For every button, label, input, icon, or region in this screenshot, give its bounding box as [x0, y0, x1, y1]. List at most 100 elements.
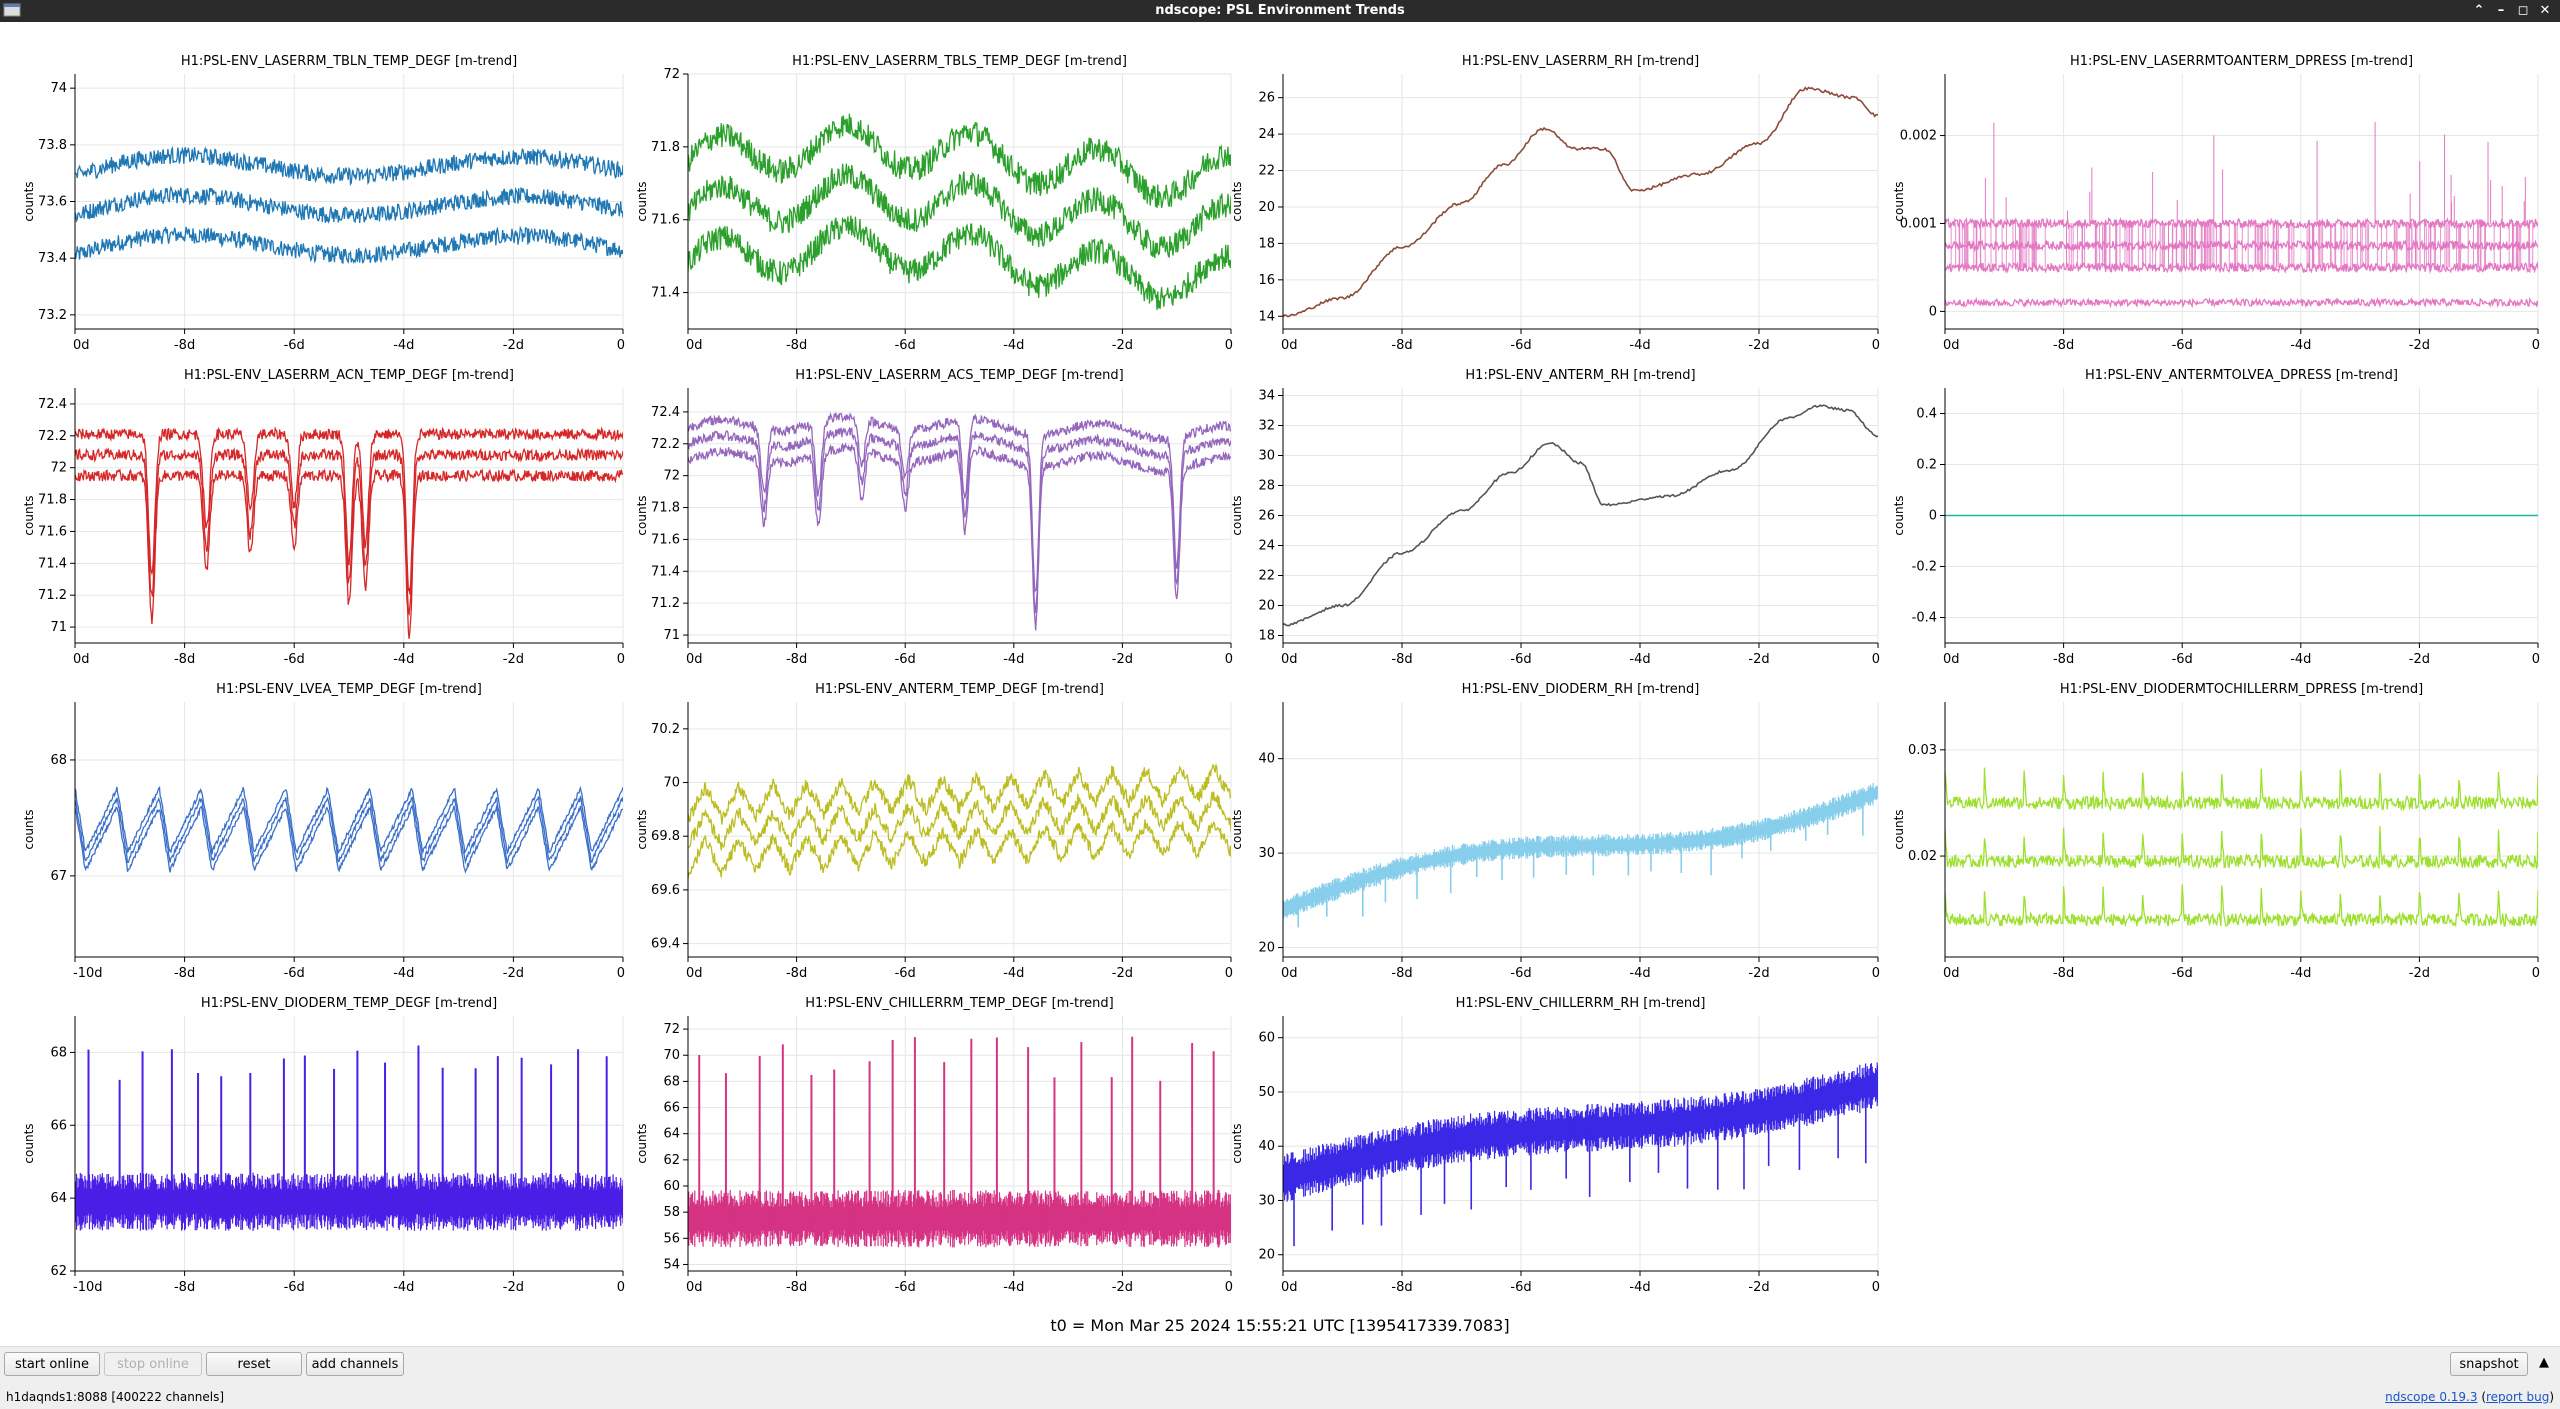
- y-tick-label: 71.4: [651, 286, 680, 301]
- x-tick-label: -6d: [1510, 338, 1531, 353]
- y-tick-label: 0: [1929, 509, 1937, 524]
- report-bug-link[interactable]: report bug: [2486, 1390, 2550, 1404]
- x-tick-label: 0d: [686, 966, 703, 981]
- plot-panel[interactable]: H1:PSL-ENV_LASERRM_RH [m-trend] counts 14 1…: [1230, 54, 1880, 353]
- plot-title: H1:PSL-ENV_DIODERMTOCHILLERRM_DPRESS [m-…: [2060, 682, 2423, 697]
- y-tick-label: 0.03: [1908, 743, 1937, 758]
- x-tick-label: -4d: [393, 1280, 414, 1295]
- plot-panel[interactable]: H1:PSL-ENV_LVEA_TEMP_DEGF [m-trend] count…: [22, 682, 625, 981]
- x-tick-label: -10d: [73, 1280, 103, 1295]
- minimize-icon[interactable]: –: [2497, 3, 2505, 18]
- plot-panel[interactable]: H1:PSL-ENV_DIODERM_RH [m-trend] counts 20 3…: [1230, 682, 1880, 981]
- plot-canvas[interactable]: H1:PSL-ENV_LASERRM_TBLN_TEMP_DEGF [m-tre…: [0, 22, 2560, 1322]
- plot-series: [1945, 121, 2538, 309]
- version-link[interactable]: ndscope 0.19.3: [2385, 1390, 2478, 1404]
- y-tick-label: 58: [663, 1205, 680, 1220]
- y-axis-label: counts: [635, 1123, 649, 1163]
- x-tick-label: -4d: [1003, 652, 1024, 667]
- x-tick-label: -2d: [503, 966, 524, 981]
- plot-series: [688, 411, 1231, 631]
- x-tick-label: 0: [2532, 652, 2540, 667]
- plot-series: [75, 1045, 623, 1231]
- y-tick-label: 71.4: [651, 564, 680, 579]
- x-tick-label: -8d: [174, 966, 195, 981]
- x-tick-label: -6d: [895, 652, 916, 667]
- y-axis-label: counts: [1892, 181, 1906, 221]
- y-tick-label: 66: [50, 1118, 67, 1133]
- plot-panel[interactable]: H1:PSL-ENV_CHILLERRM_RH [m-trend] counts 2…: [1230, 996, 1880, 1295]
- y-tick-label: 72: [663, 469, 680, 484]
- y-tick-label: 32: [1258, 419, 1275, 434]
- plot-panel[interactable]: H1:PSL-ENV_ANTERM_TEMP_DEGF [m-trend] cou…: [635, 682, 1233, 981]
- plot-panel[interactable]: H1:PSL-ENV_LASERRM_ACN_TEMP_DEGF [m-tren…: [22, 368, 625, 667]
- expand-arrow-icon[interactable]: ▲: [2539, 1355, 2549, 1370]
- x-tick-label: 0: [1872, 1280, 1880, 1295]
- y-tick-label: 22: [1258, 569, 1275, 584]
- start-online-button[interactable]: start online: [4, 1352, 100, 1376]
- x-tick-label: -6d: [2172, 652, 2193, 667]
- close-icon[interactable]: ✕: [2539, 3, 2551, 18]
- y-axis-label: counts: [22, 1123, 36, 1163]
- x-tick-label: -4d: [1629, 1280, 1650, 1295]
- x-tick-label: 0d: [1281, 966, 1298, 981]
- x-tick-label: -8d: [786, 652, 807, 667]
- y-axis-label: counts: [22, 809, 36, 849]
- keep-above-icon[interactable]: ⌃: [2473, 3, 2485, 18]
- y-tick-label: 73.2: [38, 308, 67, 323]
- y-tick-label: 30: [1258, 449, 1275, 464]
- x-tick-label: -8d: [1391, 652, 1412, 667]
- plot-panel[interactable]: H1:PSL-ENV_DIODERM_TEMP_DEGF [m-trend] co…: [22, 996, 625, 1295]
- plot-title: H1:PSL-ENV_ANTERMTOLVEA_DPRESS [m-trend]: [2085, 368, 2398, 383]
- plot-title: H1:PSL-ENV_LASERRM_TBLS_TEMP_DEGF [m-tre…: [792, 54, 1127, 69]
- snapshot-button[interactable]: snapshot: [2450, 1352, 2528, 1376]
- y-axis-label: counts: [1230, 181, 1244, 221]
- y-tick-label: 70: [663, 1048, 680, 1063]
- x-tick-label: -4d: [1629, 652, 1650, 667]
- y-tick-label: 20: [1258, 1248, 1275, 1263]
- y-tick-label: 71: [663, 628, 680, 643]
- y-tick-label: 14: [1258, 309, 1275, 324]
- plot-panel[interactable]: H1:PSL-ENV_ANTERMTOLVEA_DPRESS [m-trend]…: [1892, 368, 2540, 667]
- x-tick-label: 0d: [1943, 966, 1960, 981]
- x-tick-label: -6d: [284, 966, 305, 981]
- x-tick-label: -6d: [1510, 1280, 1531, 1295]
- y-tick-label: 18: [1258, 629, 1275, 644]
- y-tick-label: 71.6: [38, 524, 67, 539]
- reset-button[interactable]: reset: [206, 1352, 302, 1376]
- x-tick-label: -8d: [2053, 338, 2074, 353]
- y-tick-label: 71.8: [38, 493, 67, 508]
- stop-online-button[interactable]: stop online: [104, 1352, 202, 1376]
- x-tick-label: -6d: [2172, 966, 2193, 981]
- plot-series: [75, 785, 623, 874]
- maximize-icon[interactable]: ◻: [2517, 3, 2529, 18]
- x-tick-label: 0: [1225, 1280, 1233, 1295]
- x-tick-label: -4d: [2290, 966, 2311, 981]
- y-tick-label: 26: [1258, 91, 1275, 106]
- plot-panel[interactable]: H1:PSL-ENV_DIODERMTOCHILLERRM_DPRESS [m-…: [1892, 682, 2540, 981]
- plot-panel[interactable]: H1:PSL-ENV_LASERRM_ACS_TEMP_DEGF [m-tren…: [635, 368, 1233, 667]
- x-tick-label: -4d: [1629, 966, 1650, 981]
- plot-series: [1283, 404, 1878, 627]
- plot-panel[interactable]: H1:PSL-ENV_CHILLERRM_TEMP_DEGF [m-trend]…: [635, 996, 1233, 1295]
- y-tick-label: 16: [1258, 273, 1275, 288]
- x-tick-label: -4d: [393, 338, 414, 353]
- plot-title: H1:PSL-ENV_LVEA_TEMP_DEGF [m-trend]: [216, 682, 482, 697]
- t0-label: t0 = Mon Mar 25 2024 15:55:21 UTC [13954…: [1050, 1316, 1510, 1335]
- x-tick-label: 0d: [73, 652, 90, 667]
- add-channels-button[interactable]: add channels: [306, 1352, 404, 1376]
- x-tick-label: -4d: [1003, 1280, 1024, 1295]
- x-tick-label: -4d: [2290, 652, 2311, 667]
- plot-panel[interactable]: H1:PSL-ENV_LASERRM_TBLN_TEMP_DEGF [m-tre…: [22, 54, 625, 353]
- y-tick-label: 72.4: [38, 397, 67, 412]
- x-tick-label: -2d: [2409, 966, 2430, 981]
- plot-panel[interactable]: H1:PSL-ENV_LASERRMTOANTERM_DPRESS [m-tre…: [1892, 54, 2540, 353]
- y-tick-label: 67: [50, 869, 67, 884]
- plot-panel[interactable]: H1:PSL-ENV_ANTERM_RH [m-trend] counts 18 20…: [1230, 368, 1880, 667]
- plot-panel[interactable]: H1:PSL-ENV_LASERRM_TBLS_TEMP_DEGF [m-tre…: [635, 54, 1233, 353]
- plot-title: H1:PSL-ENV_LASERRM_TBLN_TEMP_DEGF [m-tre…: [181, 54, 517, 69]
- x-tick-label: 0: [617, 338, 625, 353]
- y-tick-label: 60: [663, 1179, 680, 1194]
- x-tick-label: 0: [617, 652, 625, 667]
- y-tick-label: 66: [663, 1101, 680, 1116]
- app-window-icon: [3, 3, 21, 17]
